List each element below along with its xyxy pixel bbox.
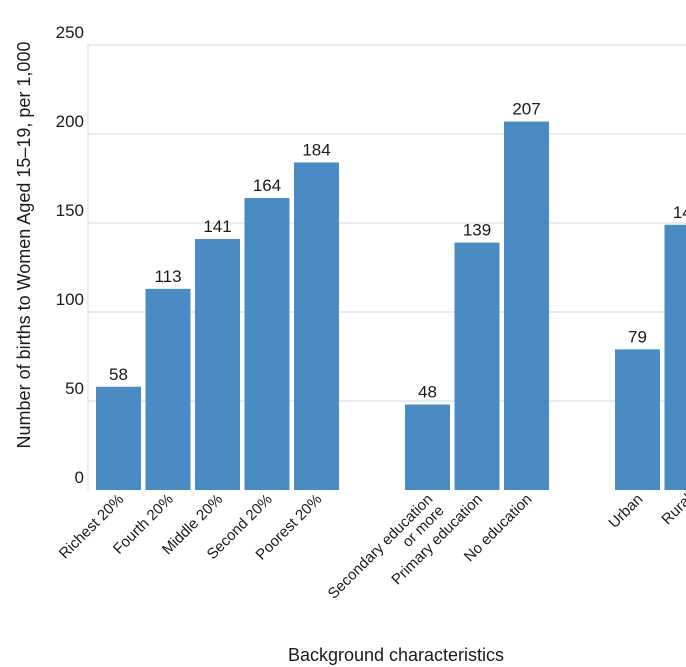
bar xyxy=(145,288,191,490)
data-label: 139 xyxy=(463,221,491,240)
y-tick-label: 0 xyxy=(75,468,84,487)
data-labels: 58 113 141 164 184 48 139 207 79 149 xyxy=(109,100,686,402)
category-label-line: Rural xyxy=(658,491,686,528)
y-tick-label: 250 xyxy=(56,23,84,42)
data-label: 149 xyxy=(673,203,686,222)
bar xyxy=(244,198,290,490)
y-tick-label: 200 xyxy=(56,112,84,131)
bar xyxy=(504,121,549,490)
bar xyxy=(294,162,339,491)
bar xyxy=(664,224,686,490)
data-label: 184 xyxy=(302,140,330,159)
bar xyxy=(615,349,660,490)
data-label: 79 xyxy=(628,327,647,346)
y-axis-ticks: 0 50 100 150 200 250 xyxy=(56,23,84,487)
category-label-line: Urban xyxy=(605,491,646,532)
x-axis-title: Background characteristics xyxy=(288,645,504,665)
bar xyxy=(405,404,450,490)
data-label: 164 xyxy=(253,176,281,195)
bar xyxy=(454,242,500,490)
category-label: Rural xyxy=(658,491,686,528)
data-label: 48 xyxy=(418,383,437,402)
data-label: 113 xyxy=(154,267,181,286)
data-label: 58 xyxy=(109,365,128,384)
data-label: 141 xyxy=(203,217,231,236)
category-labels: Richest 20%Fourth 20%Middle 20%Second 20… xyxy=(56,491,686,603)
y-axis-title: Number of births to Women Aged 15–19, pe… xyxy=(14,42,34,449)
bar xyxy=(96,386,141,490)
y-tick-label: 150 xyxy=(56,201,84,220)
data-label: 207 xyxy=(512,100,540,119)
category-label: Urban xyxy=(605,491,646,532)
y-tick-label: 50 xyxy=(65,379,84,398)
bars xyxy=(96,121,686,491)
y-tick-label: 100 xyxy=(56,290,84,309)
bar xyxy=(195,239,240,490)
